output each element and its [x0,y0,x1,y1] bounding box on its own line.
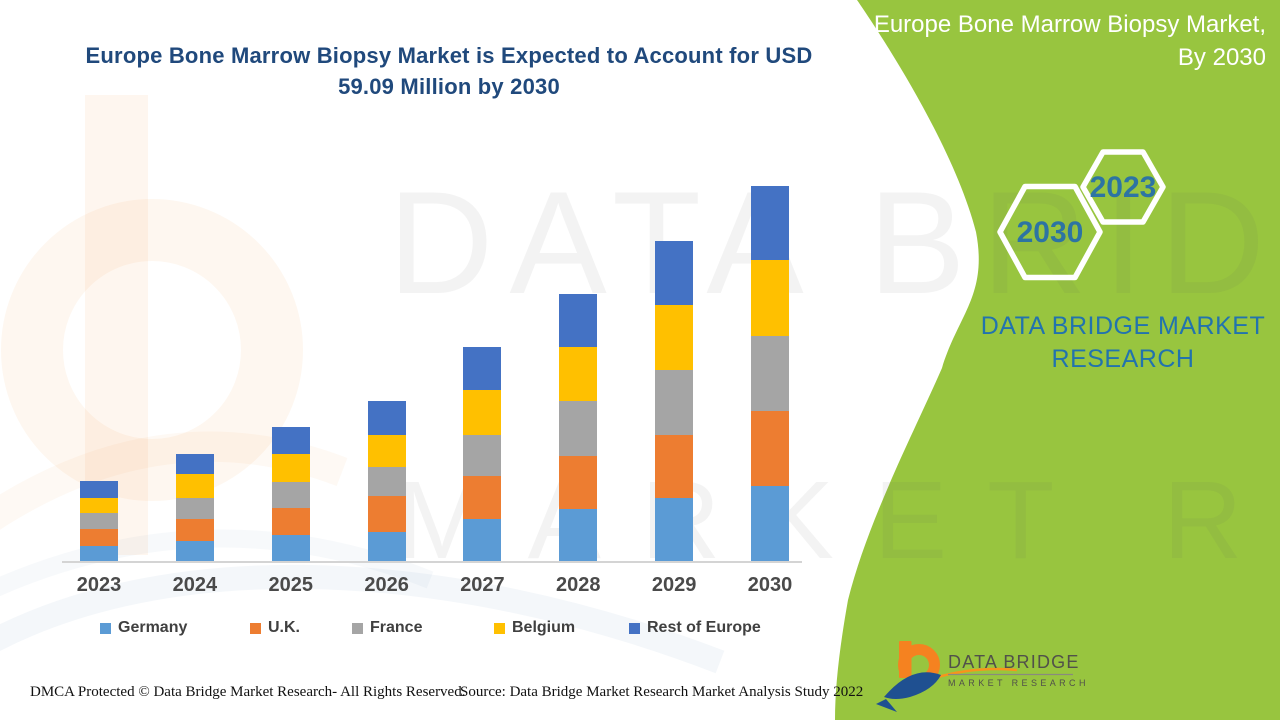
stacked-bar-2027 [463,347,502,561]
bar-segment-belgium-2023 [80,498,118,514]
bar-segment-germany-2027 [463,519,502,561]
x-axis-line [62,561,802,563]
legend-item-rest-of-europe: Rest of Europe [629,619,761,637]
footer-dmca-text: DMCA Protected © Data Bridge Market Rese… [30,684,466,700]
bar-segment-germany-2025 [271,534,310,561]
bar-segment-france-2025 [271,481,310,509]
dbmr-logo-name: DATA BRIDGE [948,652,1080,672]
x-axis-label-2025: 2025 [268,574,313,596]
chart-title-line2: 59.09 Million by 2030 [338,74,560,99]
bar-segment-belgium-2025 [271,454,310,482]
stacked-bar-2028 [559,294,598,561]
dbmr-logo-subtitle: MARKET RESEARCH [948,678,1089,688]
bar-segment-u-k--2026 [367,495,406,532]
bar-segment-germany-2026 [367,531,406,561]
dbmr-logo: DATA BRIDGE MARKET RESEARCH [876,641,1089,712]
bar-segment-rest-of-europe-2027 [463,347,502,391]
bar-segment-rest-of-europe-2029 [655,241,694,306]
bar-segment-rest-of-europe-2025 [271,427,310,455]
panel-brand-line2: RESEARCH [1051,345,1195,373]
legend-label: Germany [118,619,188,636]
bar-segment-france-2028 [559,401,598,456]
legend-item-germany: Germany [100,619,187,637]
x-axis-label-2023: 2023 [76,574,122,596]
stacked-bar-2026 [367,401,406,561]
legend-item-u-k-: U.K. [250,619,300,637]
legend-item-france: France [352,619,422,637]
x-axis-label-2030: 2030 [747,574,793,596]
panel-brand-line1: DATA BRIDGE MARKET [980,312,1266,340]
legend-label: Rest of Europe [647,619,761,636]
x-axis-label-2029: 2029 [651,574,697,596]
bar-segment-germany-2029 [655,497,694,561]
legend-label: Belgium [512,619,576,636]
legend-swatch-icon [250,622,261,634]
panel-brand-text: DATA BRIDGE MARKET RESEARCH [968,310,1278,376]
bar-segment-france-2027 [463,434,502,477]
bar-segment-belgium-2028 [559,346,598,402]
dbmr-logo-swoosh [884,672,941,699]
bar-segment-france-2024 [175,497,214,520]
footer-source-text: Source: Data Bridge Market Research Mark… [460,684,864,700]
legend-label: France [370,619,423,636]
stacked-bar-2023 [80,481,118,561]
bar-segment-belgium-2027 [463,390,502,435]
bar-segment-rest-of-europe-2026 [367,401,406,435]
bar-segment-u-k--2030 [751,411,790,487]
panel-title-line1: Europe Bone Marrow Biopsy Market, [873,11,1266,38]
bar-segment-u-k--2025 [271,508,310,535]
x-axis-label-2024: 2024 [172,574,218,596]
bar-segment-u-k--2029 [655,435,694,498]
bar-segment-france-2029 [655,370,694,436]
watermark-text-line2: MARKET RESEARCH [396,459,1280,582]
chart-title: Europe Bone Marrow Biopsy Market is Expe… [38,40,860,102]
stacked-bar-2030 [751,186,790,561]
bar-segment-u-k--2023 [80,528,118,547]
bar-segment-belgium-2026 [367,434,406,467]
chart-title-line1: Europe Bone Marrow Biopsy Market is Expe… [85,43,813,68]
bar-segment-belgium-2024 [175,474,214,498]
legend-label: U.K. [268,619,300,636]
bar-segment-belgium-2029 [655,305,694,371]
bar-segment-germany-2030 [751,486,790,561]
bar-segment-rest-of-europe-2024 [175,454,214,475]
bar-segment-germany-2024 [175,540,214,561]
bar-segment-belgium-2030 [751,260,790,336]
legend-swatch-icon [100,622,111,634]
stacked-bar-2029 [655,241,694,561]
bar-segment-rest-of-europe-2028 [559,294,598,347]
stacked-bar-2025 [271,427,310,561]
bar-segment-france-2026 [367,466,406,496]
bar-segment-france-2023 [80,513,118,529]
bar-segment-u-k--2028 [559,455,598,509]
bar-segment-u-k--2027 [463,476,502,520]
panel-title-line2: By 2030 [1177,44,1266,71]
legend-swatch-icon [352,622,363,634]
stacked-bar-2024 [175,454,214,561]
bar-segment-rest-of-europe-2030 [751,186,790,261]
bar-segment-germany-2028 [559,508,598,561]
legend-swatch-icon [629,622,640,634]
bar-segment-france-2030 [751,335,790,412]
bar-segment-u-k--2024 [175,519,214,541]
legend-swatch-icon [494,622,505,634]
bar-segment-rest-of-europe-2023 [80,481,118,499]
x-axis-label-2027: 2027 [460,574,505,596]
x-axis-label-2026: 2026 [364,574,409,596]
x-axis-label-2028: 2028 [556,574,601,596]
bar-segment-germany-2023 [80,546,118,561]
dbmr-logo-b-icon [876,641,1018,712]
legend-item-belgium: Belgium [494,619,575,637]
panel-title: Europe Bone Marrow Biopsy Market, By 203… [846,8,1266,74]
